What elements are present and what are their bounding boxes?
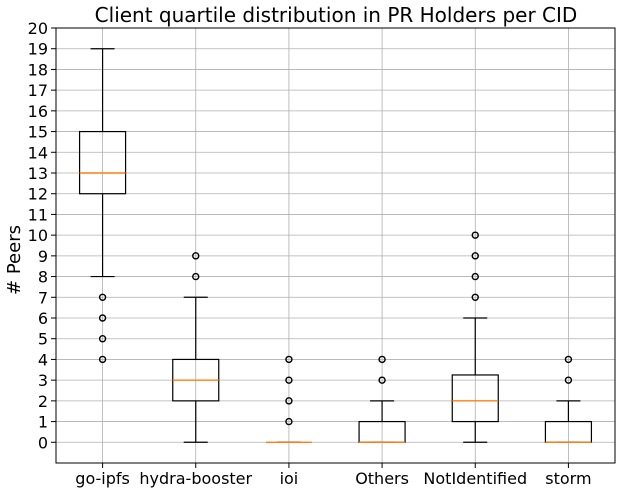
y-tick-label: 12 <box>28 185 48 204</box>
outlier-point <box>98 335 107 343</box>
y-tick-label: 3 <box>38 371 48 390</box>
x-tick-label: ioi <box>280 469 299 488</box>
y-tick-label: 17 <box>28 81 48 100</box>
y-tick-label: 20 <box>28 19 48 38</box>
outlier-point <box>285 397 293 405</box>
plot-frame <box>55 27 616 464</box>
outlier-point <box>471 293 479 301</box>
x-tick-label: hydra-booster <box>139 469 252 488</box>
outlier-point <box>98 355 107 364</box>
outlier-point <box>285 417 293 426</box>
outlier-point <box>192 252 200 260</box>
outlier-point <box>471 272 479 281</box>
y-tick-label: 15 <box>28 123 48 142</box>
grid-lines <box>56 27 615 463</box>
y-tick-label: 6 <box>38 309 48 328</box>
outlier-point <box>378 376 386 384</box>
box-NotIdentified <box>451 231 499 443</box>
y-tick-label: 7 <box>38 288 48 307</box>
box-hydra-booster <box>172 252 220 443</box>
y-tick-label: 18 <box>28 60 48 79</box>
y-tick-label: 16 <box>28 102 48 121</box>
outlier-point <box>98 314 107 322</box>
box-ioi <box>265 355 312 443</box>
y-tick-label: 5 <box>38 330 48 349</box>
outlier-point <box>285 355 293 364</box>
y-tick-label: 4 <box>38 350 48 369</box>
y-tick-label: 1 <box>38 413 48 432</box>
y-tick-label: 13 <box>28 164 48 183</box>
x-tick-label: go-ipfs <box>75 469 130 488</box>
y-tick-label: 0 <box>38 433 48 452</box>
y-tick-label: 19 <box>28 40 48 59</box>
outlier-point <box>378 355 386 364</box>
x-tick-label: storm <box>545 469 591 488</box>
y-tick-label: 10 <box>28 226 48 245</box>
y-tick-label: 11 <box>28 205 48 224</box>
box-Others <box>358 355 406 443</box>
chart-title: Client quartile distribution in PR Holde… <box>95 3 578 27</box>
boxes-layer <box>78 48 593 443</box>
x-ticks: go-ipfs hydra-booster ioi Others NotIdentifi… <box>75 463 592 488</box>
y-axis-label: # Peers <box>4 225 25 295</box>
outlier-point <box>98 293 107 301</box>
y-tick-label: 14 <box>28 143 48 162</box>
outlier-point <box>471 252 479 260</box>
box-go-ipfs <box>78 48 127 364</box>
outlier-point <box>285 376 293 384</box>
x-tick-label: NotIdentified <box>423 469 527 488</box>
outlier-point <box>564 376 573 384</box>
outlier-point <box>564 355 573 364</box>
box-iqr <box>78 130 127 195</box>
y-tick-label: 2 <box>38 392 48 411</box>
box-iqr <box>451 374 499 423</box>
y-tick-label: 9 <box>38 247 48 266</box>
y-tick-label: 8 <box>38 268 48 287</box>
outlier-point <box>192 272 200 281</box>
box-storm <box>544 355 593 443</box>
outlier-point <box>471 231 479 239</box>
x-tick-label: Others <box>355 469 409 488</box>
